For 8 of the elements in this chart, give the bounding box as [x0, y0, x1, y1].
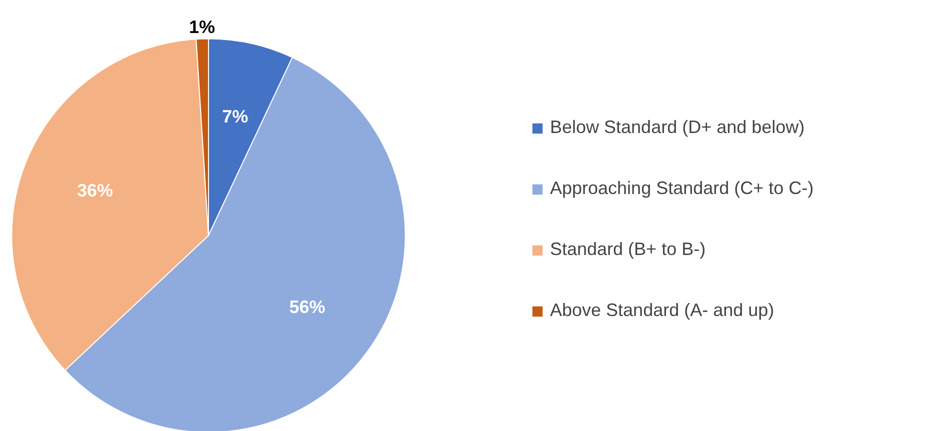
- data-label: 1%: [188, 16, 215, 37]
- legend-label: Approaching Standard (C+ to C-): [550, 178, 814, 199]
- legend-label: Standard (B+ to B-): [550, 239, 706, 260]
- data-label: 56%: [289, 297, 326, 318]
- legend-label: Above Standard (A- and up): [550, 300, 774, 321]
- data-label: 36%: [77, 180, 114, 201]
- data-label: 7%: [222, 106, 248, 126]
- legend-label: Below Standard (D+ and below): [550, 117, 805, 138]
